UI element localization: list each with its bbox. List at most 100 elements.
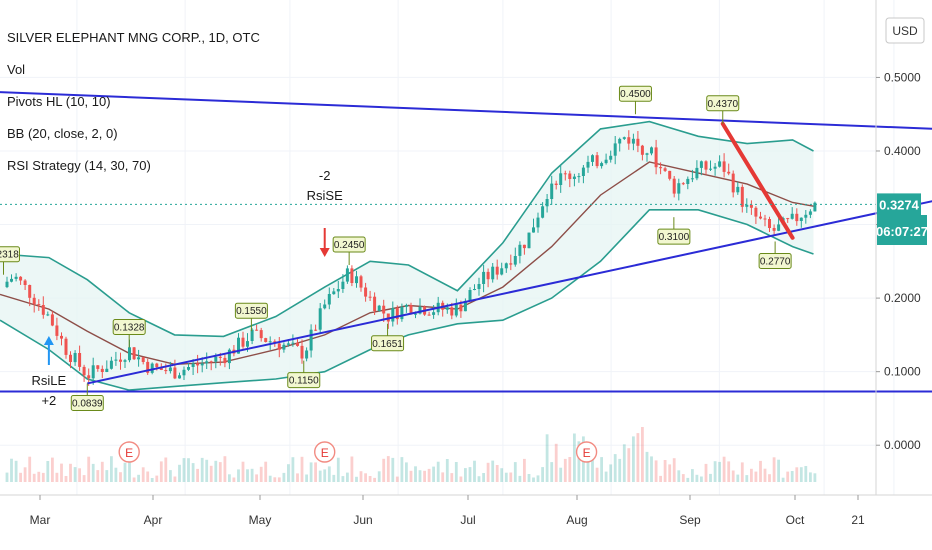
candle-body — [740, 186, 744, 207]
candle-body — [191, 363, 195, 367]
symbol-title[interactable]: SILVER ELEPHANT MNG CORP., 1D, OTC — [7, 30, 260, 45]
candle-body — [786, 218, 790, 220]
volume-bar — [541, 467, 544, 482]
volume-bar — [672, 458, 676, 482]
candle-body — [109, 360, 113, 369]
volume-bar — [296, 473, 299, 482]
candle-body — [119, 359, 122, 362]
candle-body — [178, 375, 181, 379]
pivot-value: 0.4500 — [620, 89, 651, 100]
volume-bar — [577, 441, 581, 482]
pivot-box — [287, 372, 321, 389]
volume-bar — [504, 472, 508, 482]
volume-bar — [73, 467, 77, 482]
volume-bar — [727, 461, 731, 482]
bollinger-upper-band — [0, 120, 814, 338]
volume-bar — [427, 468, 431, 482]
candle-body — [391, 308, 395, 322]
candle-body — [309, 329, 313, 351]
volume-bar — [677, 470, 681, 482]
volume-bar — [336, 457, 340, 482]
volume-bar — [595, 467, 599, 482]
candle-body — [96, 365, 100, 369]
price-tick-label: 0.4000 — [884, 144, 921, 158]
candle-body — [300, 345, 304, 359]
candle-body — [28, 285, 32, 298]
candle-body — [409, 305, 413, 314]
volume-bar — [486, 462, 490, 482]
volume-bar — [250, 468, 254, 482]
volume-bar — [686, 477, 690, 482]
candle-body — [91, 365, 95, 379]
currency-label: USD — [892, 24, 918, 38]
volume-bar — [187, 458, 190, 482]
candle-body — [159, 367, 163, 370]
volume-bar — [568, 457, 572, 482]
volume-bar — [327, 466, 331, 482]
candle-body — [432, 312, 436, 315]
candle-body — [654, 147, 658, 168]
volume-bar — [600, 457, 603, 482]
volume-bar — [554, 443, 558, 482]
pivot-high: 0.2450 — [332, 236, 366, 265]
indicator-bb[interactable]: BB (20, close, 2, 0) — [7, 126, 118, 141]
volume-bar — [377, 471, 381, 482]
pivot-box — [758, 252, 792, 269]
volume-bar — [318, 470, 322, 482]
candle-body — [636, 138, 640, 146]
currency-button[interactable]: USD — [885, 17, 925, 44]
volume-bar — [137, 474, 140, 482]
pivot-labels: 0.2318 0.1328 0.0839 0.1550 0.1150 0.2450 0.16… — [0, 85, 792, 412]
volume-bar — [809, 472, 812, 482]
pivot-value: 0.0839 — [72, 399, 103, 410]
red-trend-segment — [720, 121, 795, 240]
volume-bar — [700, 476, 703, 482]
volume-bar — [559, 467, 563, 482]
candle-body — [377, 305, 381, 311]
pivot-low: 0.1651 — [371, 323, 405, 352]
indicator-vol[interactable]: Vol — [7, 62, 25, 77]
volume-bar — [550, 462, 554, 482]
pivot-low: 0.2770 — [758, 241, 792, 269]
volume-bar — [604, 471, 608, 482]
volume-bar — [23, 467, 27, 482]
volume-bar — [659, 475, 662, 482]
volume-bar — [159, 461, 163, 482]
candle-body — [804, 214, 808, 218]
volume-bar — [110, 456, 113, 482]
candle-body — [699, 161, 703, 168]
volume-bar — [454, 462, 458, 482]
pivot-box — [0, 246, 20, 263]
candle-body — [745, 204, 749, 207]
price-tick-label: 0.5000 — [884, 70, 921, 84]
indicator-pivots[interactable]: Pivots HL (10, 10) — [7, 94, 111, 109]
volume-bar — [423, 470, 426, 482]
pivot-box — [618, 85, 652, 102]
volume-bar — [563, 458, 567, 482]
candle-body — [640, 145, 644, 155]
volume-bar — [300, 456, 304, 482]
candle-body — [214, 356, 218, 362]
volume-bar — [500, 468, 504, 482]
volume-bar — [409, 470, 413, 482]
candle-body — [250, 329, 254, 341]
candle-body — [318, 308, 322, 330]
candle-body — [622, 137, 626, 139]
time-axis[interactable]: Mar Apr May Jun Jul Aug Sep Oct 21 — [30, 495, 865, 527]
volume-bar — [223, 456, 227, 482]
candle-body — [78, 353, 82, 367]
bar-countdown: 06:07:27 — [876, 224, 928, 239]
indicator-rsi-strategy[interactable]: RSI Strategy (14, 30, 70) — [7, 158, 151, 173]
candle-body — [291, 342, 295, 344]
volume-bar — [364, 473, 367, 482]
candle-body — [663, 168, 667, 171]
volume-bar — [69, 463, 72, 482]
volume-bar — [622, 444, 626, 482]
volume-bar — [37, 471, 41, 482]
volume-bar — [132, 477, 136, 482]
volume-bar — [445, 459, 449, 482]
volume-bar — [754, 471, 758, 482]
countdown-background — [877, 215, 927, 245]
